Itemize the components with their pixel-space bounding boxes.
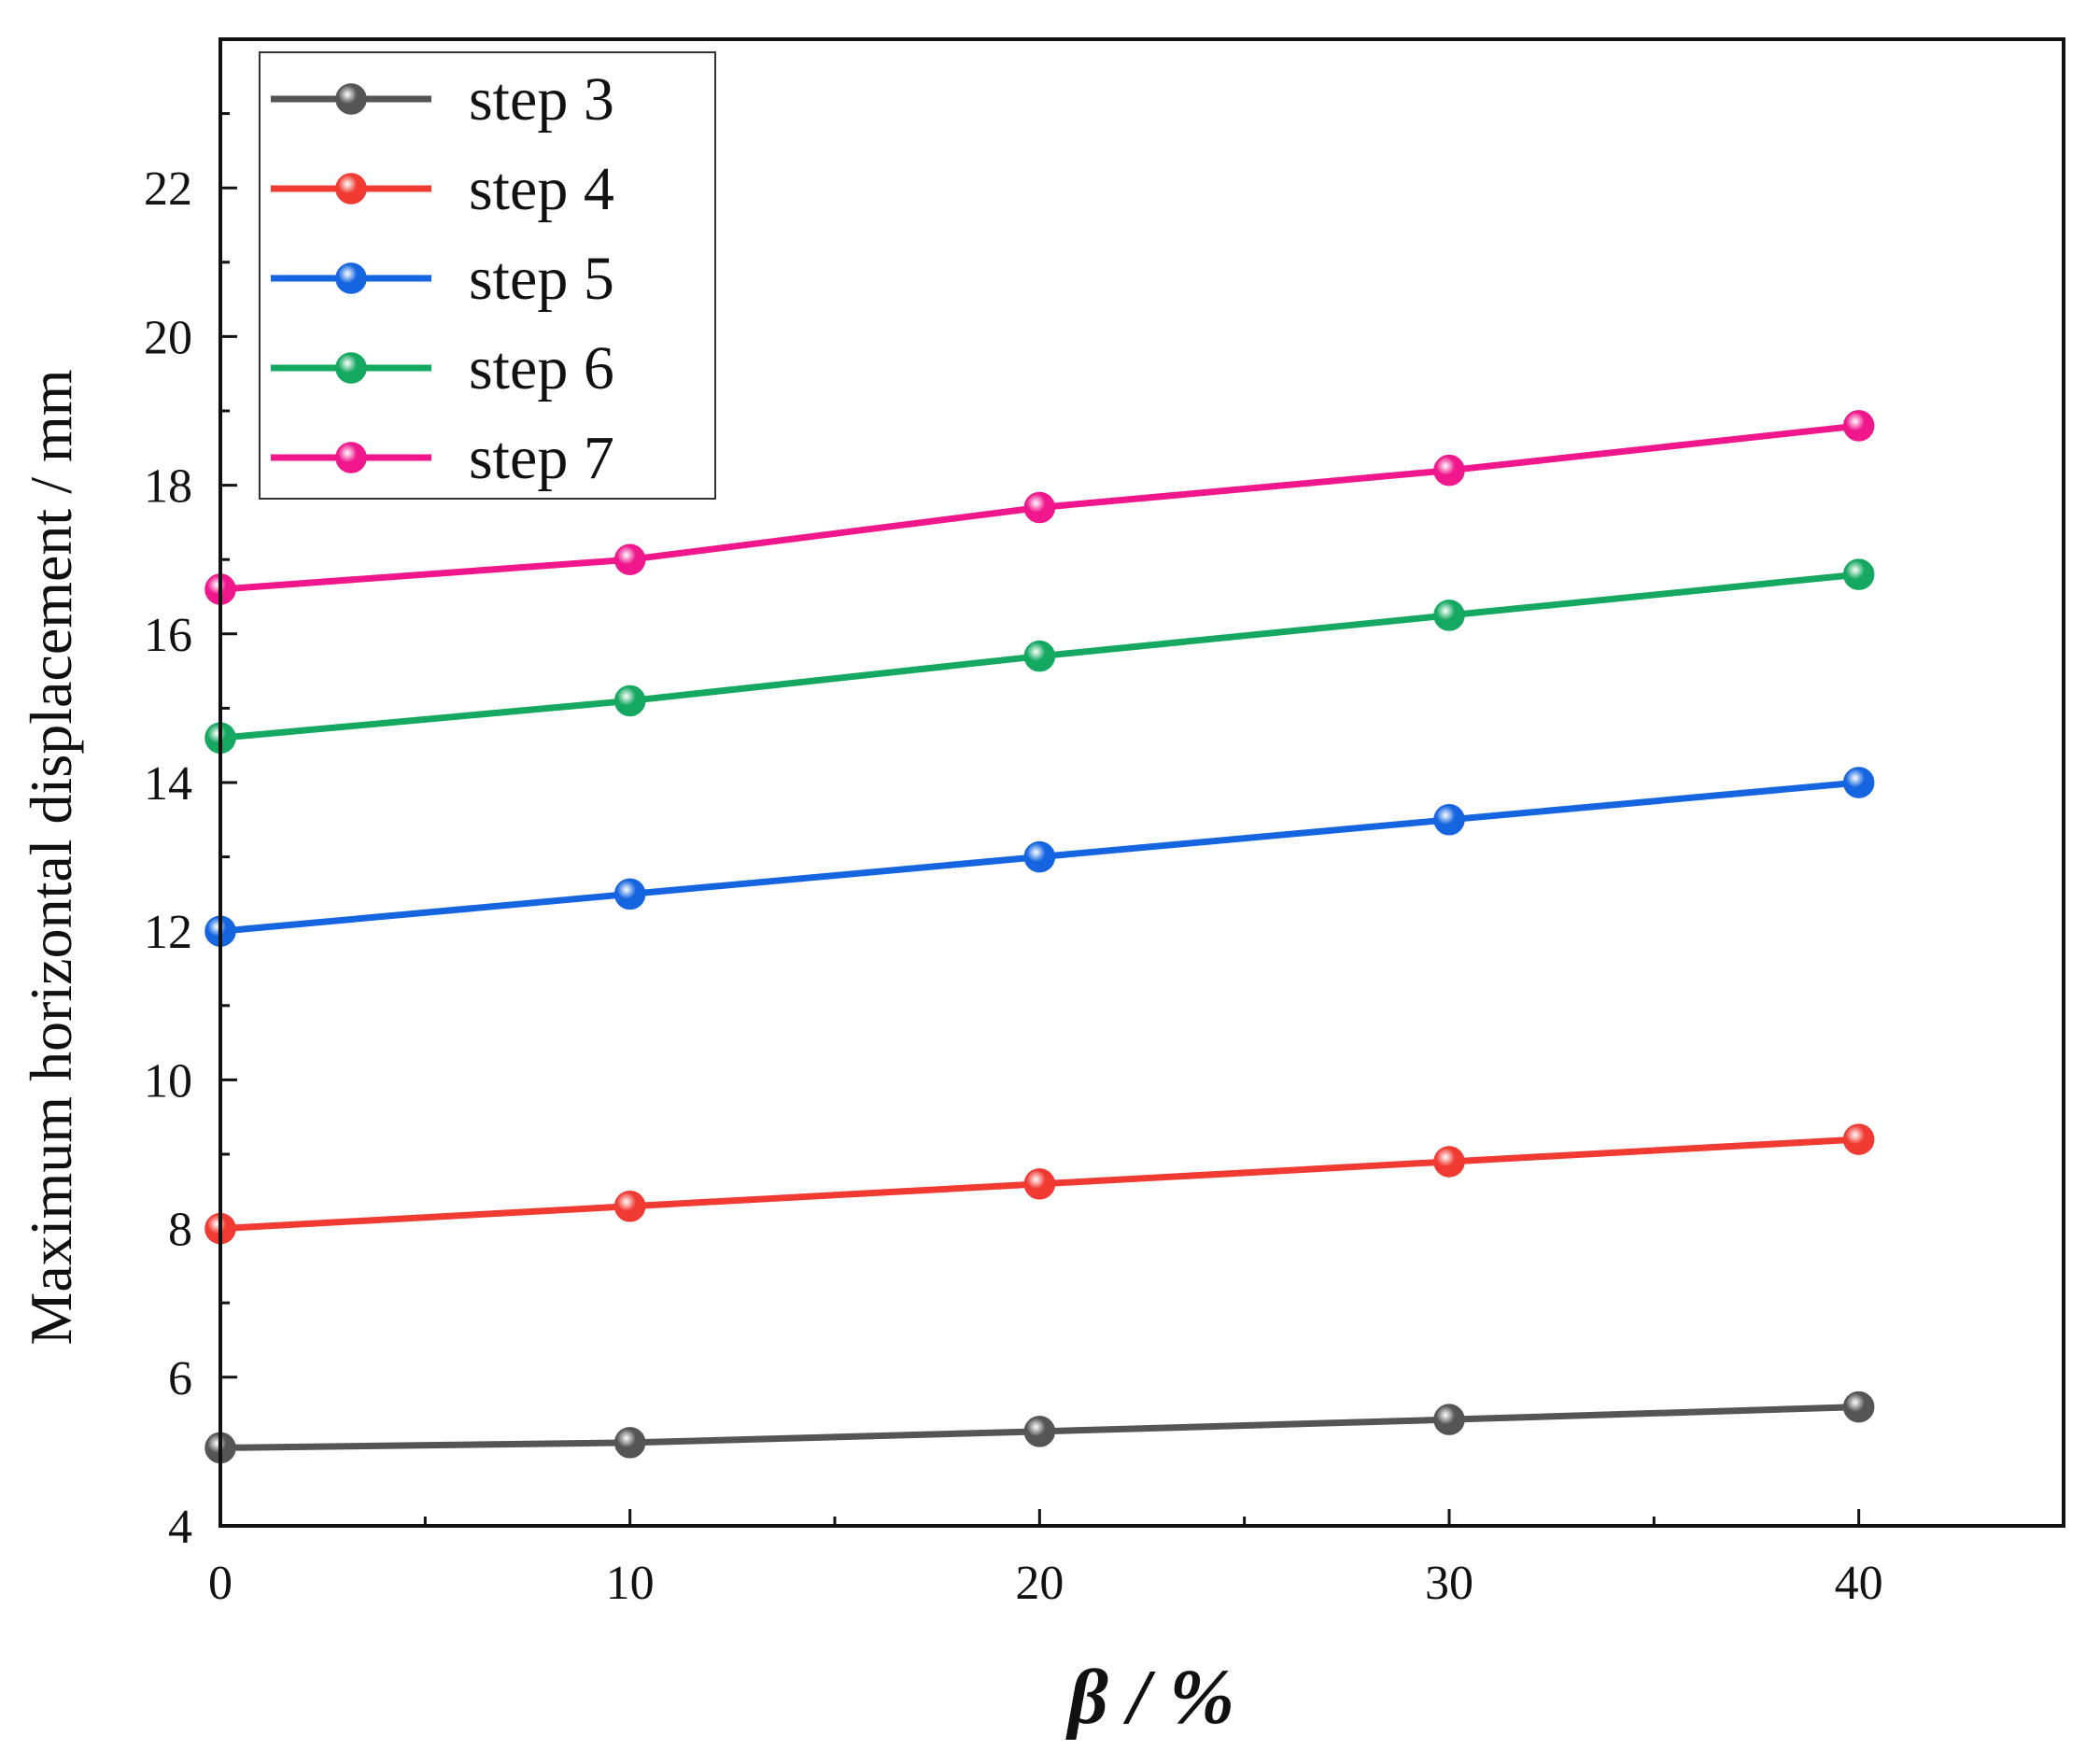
data-point: [613, 1190, 646, 1222]
data-point: [613, 1427, 646, 1459]
x-tick-label: 10: [606, 1557, 655, 1610]
y-tick-label: 14: [144, 757, 192, 811]
data-point: [613, 684, 646, 717]
data-point: [1433, 804, 1465, 836]
data-point: [1023, 840, 1056, 873]
y-tick-label: 8: [168, 1204, 192, 1257]
data-point: [1842, 558, 1875, 590]
legend-marker: [335, 173, 367, 205]
legend-marker: [335, 262, 367, 294]
series-step-7: [204, 410, 1875, 605]
legend-item: step 4: [271, 155, 614, 223]
data-point: [1433, 454, 1465, 487]
data-point: [1023, 640, 1056, 672]
data-point: [1433, 600, 1465, 631]
x-axis-title: β / %: [1065, 1654, 1234, 1741]
y-tick-label: 6: [168, 1352, 192, 1405]
x-tick-label: 20: [1015, 1557, 1064, 1610]
legend-item: step 3: [271, 65, 614, 134]
data-point: [1433, 1146, 1465, 1178]
y-tick-label: 22: [144, 162, 192, 216]
legend-label: step 7: [469, 424, 614, 492]
data-point: [613, 878, 646, 910]
data-point: [1023, 1416, 1056, 1447]
y-tick-label: 4: [168, 1501, 192, 1554]
data-point: [613, 543, 646, 575]
series-step-4: [204, 1123, 1875, 1245]
x-tick-label: 30: [1425, 1557, 1473, 1610]
y-axis-title: Maximum horizontal displacement / mm: [18, 369, 84, 1345]
legend-item: step 7: [271, 424, 614, 492]
data-point: [1842, 410, 1875, 442]
legend-marker: [335, 83, 367, 115]
data-point: [1433, 1404, 1465, 1435]
series-step-5: [204, 767, 1875, 947]
y-tick-label: 12: [144, 906, 192, 959]
y-tick-label: 20: [144, 311, 192, 364]
legend-item: step 5: [271, 245, 614, 313]
legend-marker: [335, 442, 367, 473]
legend-label: step 4: [469, 155, 614, 223]
series-step-3: [204, 1390, 1875, 1464]
data-point: [1023, 1168, 1056, 1200]
legend-label: step 5: [469, 245, 614, 313]
series-layer: [204, 410, 1875, 1464]
data-point: [1842, 767, 1875, 798]
x-tick-label: 40: [1835, 1557, 1883, 1610]
data-point: [1023, 491, 1056, 524]
legend-marker: [335, 352, 367, 384]
y-tick-label: 16: [144, 609, 192, 662]
plot-frame: [218, 37, 2065, 1528]
legend-label: step 6: [469, 334, 614, 402]
tick-labels: 0 10 20 30 40 4 6 8 10 12 14 16 18 20 22: [144, 162, 1883, 1610]
data-point: [1842, 1123, 1875, 1155]
x-tick-label: 0: [208, 1557, 233, 1610]
data-point: [1842, 1390, 1875, 1423]
y-tick-label: 10: [144, 1054, 192, 1108]
legend-label: step 3: [469, 65, 614, 134]
y-tick-label: 18: [144, 460, 192, 514]
legend-item: step 6: [271, 334, 614, 402]
legend: step 3 step 4 step 5 step 6 step 7: [259, 51, 716, 500]
series-step-6: [204, 558, 1875, 754]
